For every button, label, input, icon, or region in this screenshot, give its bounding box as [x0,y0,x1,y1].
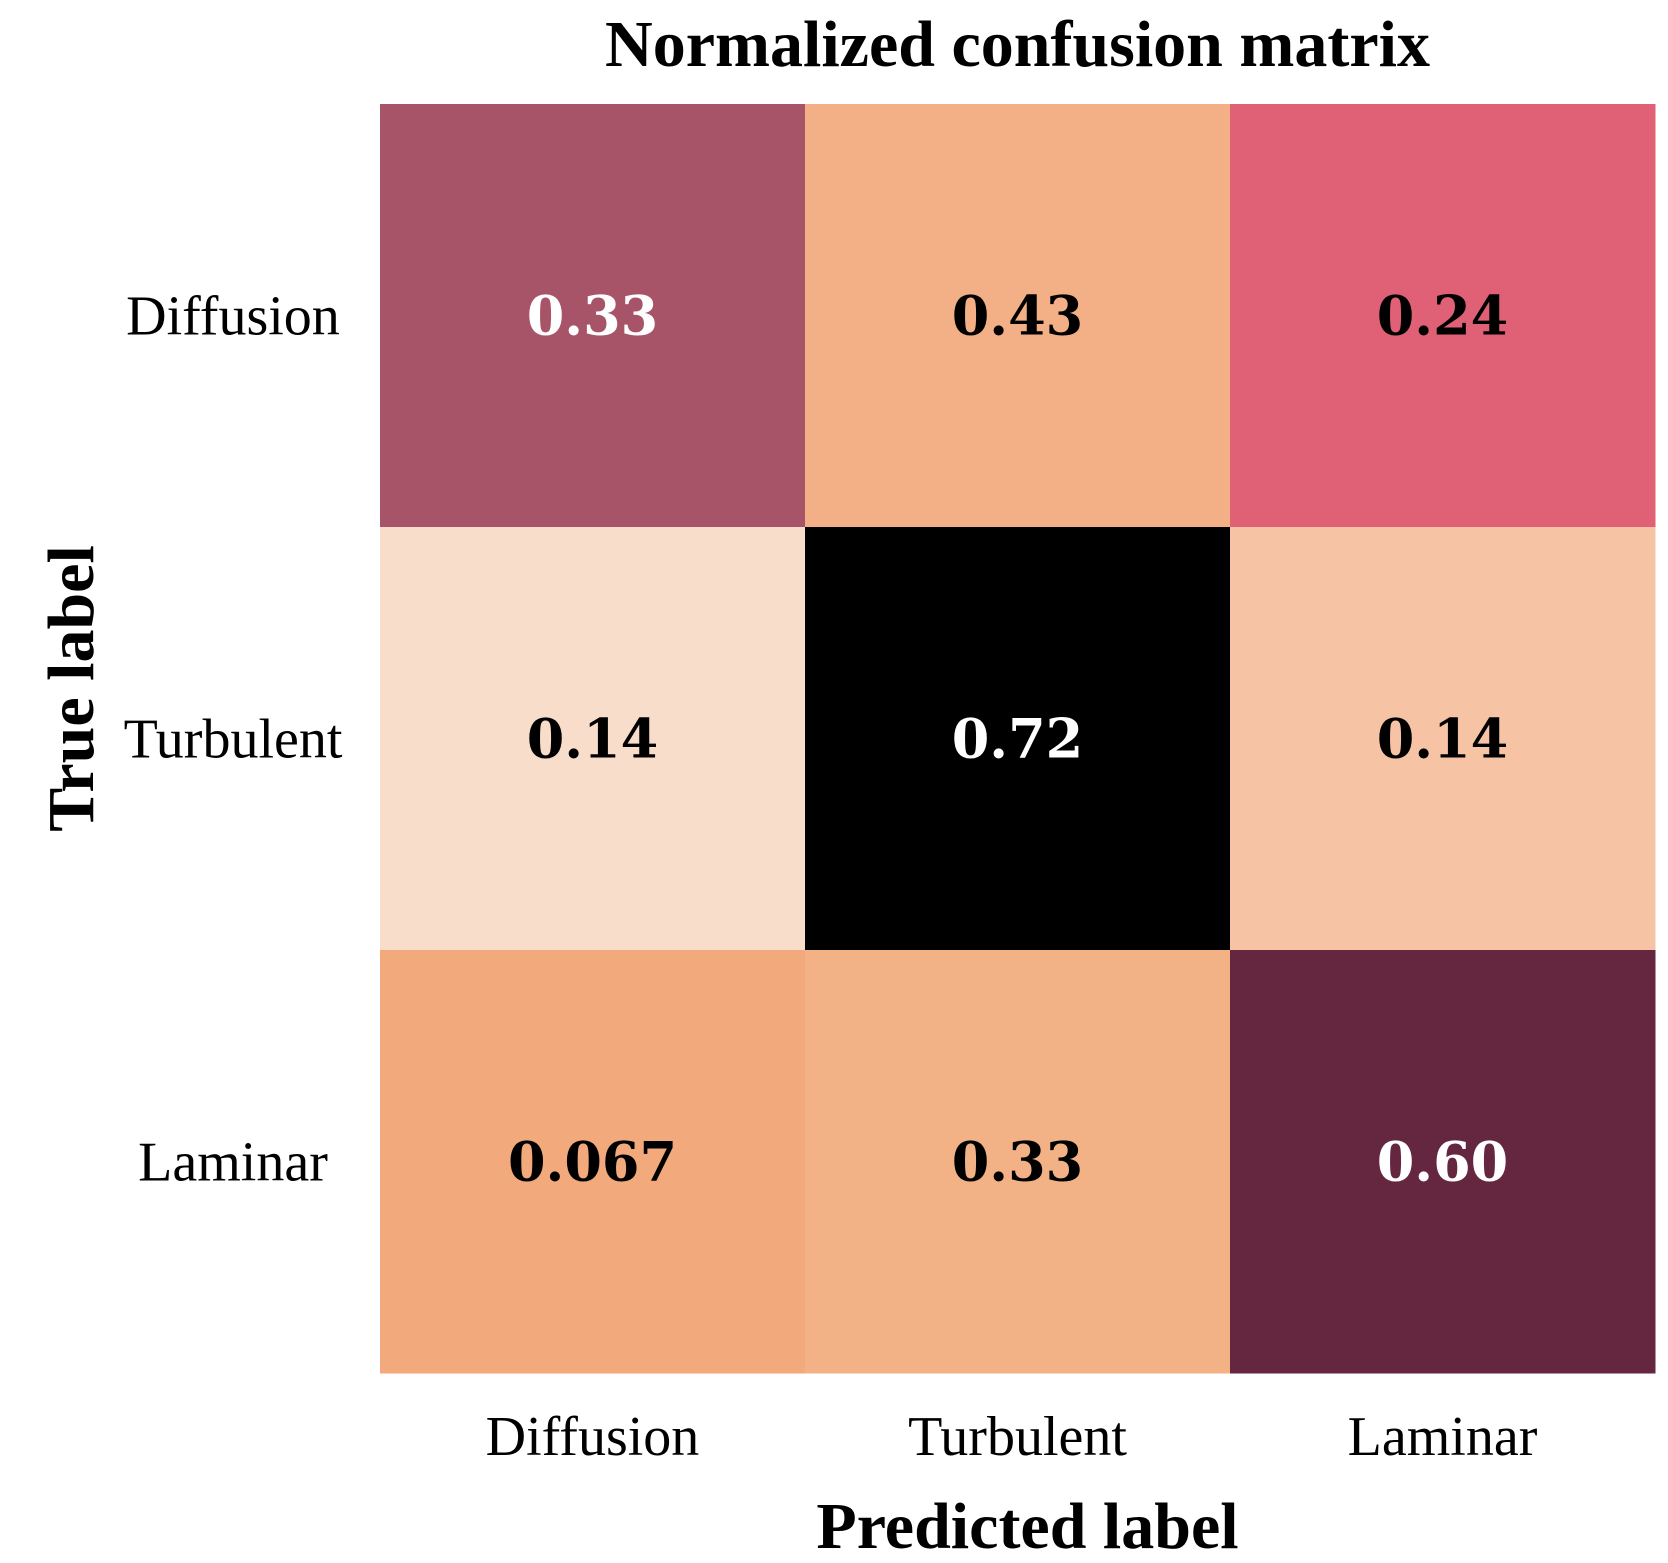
cell-value-label-1-3: 0.24 [1377,284,1509,348]
y-tick-label-laminar: Laminar [138,1132,328,1194]
heatmap-cell-3-2 [805,950,1231,1374]
cell-value-label-3-2: 0.33 [952,1130,1084,1194]
heatmap-cell-1-2 [805,104,1231,528]
y-tick-label-turbulent: Turbulent [124,709,343,771]
heatmap-cells [380,104,1656,1374]
x-tick-labels: Diffusion Turbulent Laminar [486,1406,1538,1468]
heatmap-cell-1-1 [380,104,806,528]
y-tick-labels: Diffusion Turbulent Laminar [124,286,343,1194]
x-tick-label-laminar: Laminar [1348,1406,1538,1468]
heatmap-cell-3-3 [1230,950,1656,1374]
heatmap-cell-1-3 [1230,104,1656,528]
chart-title: Normalized confusion matrix [605,8,1430,81]
heatmap-cell-2-2 [805,527,1231,951]
x-tick-label-turbulent: Turbulent [908,1406,1127,1468]
y-axis-label: True label [35,545,108,832]
x-axis-label: Predicted label [816,1490,1238,1563]
cell-value-label-1-2: 0.43 [952,284,1084,348]
y-tick-label-diffusion: Diffusion [126,286,340,348]
heatmap-cell-2-3 [1230,527,1656,951]
cell-value-label-2-1: 0.14 [527,707,659,771]
cell-value-label-1-1: 0.33 [527,284,659,348]
x-tick-label-diffusion: Diffusion [486,1406,700,1468]
cell-value-label-3-3: 0.60 [1377,1130,1509,1194]
heatmap-cell-3-1 [380,950,806,1374]
cell-value-label-2-2: 0.72 [952,707,1084,771]
heatmap-cell-2-1 [380,527,806,951]
cell-value-label-3-1: 0.067 [508,1130,677,1194]
heatmap-value-labels: 0.33 0.43 0.24 0.14 0.72 0.14 0.067 0.33 0.60 [508,284,1508,1194]
cell-value-label-2-3: 0.14 [1377,707,1509,771]
